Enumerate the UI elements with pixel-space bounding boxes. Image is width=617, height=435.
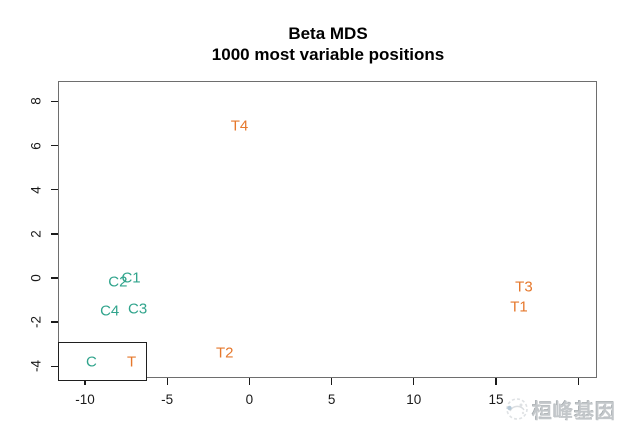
x-axis-tick (495, 378, 497, 385)
chart-title: Beta MDS 1000 most variable positions (58, 23, 598, 65)
y-axis-tick-label: -2 (28, 316, 44, 329)
data-point-c1: C1 (121, 269, 141, 287)
data-point-t2: T2 (215, 344, 234, 362)
data-point-c4: C4 (100, 302, 120, 320)
y-axis-tick (51, 100, 58, 103)
plot-frame (58, 81, 597, 378)
y-axis-tick-label: 0 (28, 274, 44, 282)
data-point-t3: T3 (515, 278, 533, 296)
y-axis-tick (51, 277, 58, 279)
watermark-text: 桓峰基因 (532, 400, 616, 423)
x-axis-tick-label: 0 (245, 392, 254, 407)
y-axis-tick-label: 2 (28, 230, 44, 238)
y-axis-tick-label: 4 (28, 185, 44, 194)
y-axis-tick-label: 8 (28, 97, 44, 106)
data-point-c2: C2 (108, 273, 128, 291)
legend-item-control: C (86, 353, 97, 370)
chart-title-line2: 1000 most variable positions (211, 45, 445, 64)
swirl-logo-icon (506, 398, 528, 420)
y-axis-tick (51, 144, 58, 147)
x-axis-tick (166, 378, 168, 385)
x-axis-tick-label: 15 (488, 392, 504, 407)
y-axis-tick (51, 321, 58, 323)
x-axis-tick (330, 378, 333, 385)
legend-box: C T (58, 342, 147, 381)
y-axis-tick (51, 188, 58, 191)
x-axis-tick-label: 10 (406, 392, 422, 407)
legend-item-treatment: T (127, 353, 137, 370)
data-point-t4: T4 (230, 117, 249, 135)
x-axis-tick (248, 378, 251, 385)
x-axis-tick (577, 378, 579, 385)
y-axis-tick (51, 233, 58, 235)
y-axis-tick (51, 365, 58, 367)
x-axis-tick (413, 378, 415, 385)
y-axis-tick-label: -4 (28, 360, 44, 373)
x-axis-tick-label: -10 (75, 392, 95, 407)
watermark: 桓峰基因 (504, 394, 616, 424)
data-point-c3: C3 (128, 300, 148, 318)
chart-title-line1: Beta MDS (288, 24, 368, 43)
data-point-t1: T1 (510, 298, 528, 316)
x-axis-tick (84, 378, 86, 385)
x-axis-tick-label: 5 (327, 392, 336, 407)
x-axis-tick-label: -5 (161, 392, 174, 407)
y-axis-tick-label: 6 (28, 141, 44, 150)
